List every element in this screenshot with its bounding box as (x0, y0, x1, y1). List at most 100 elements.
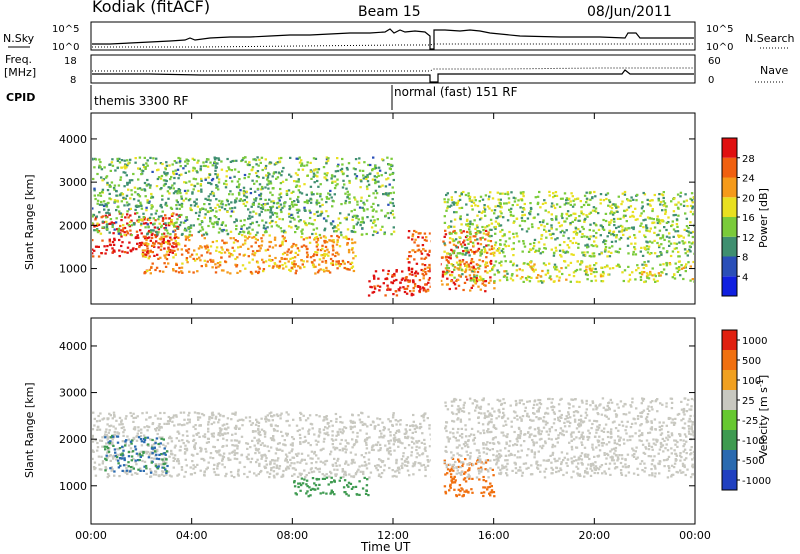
power-echo-cell (196, 182, 199, 185)
power-echo-cell (157, 231, 160, 234)
power-echo-cell (646, 198, 649, 201)
power-echo-cell (481, 225, 484, 229)
power-echo-cell (178, 207, 181, 210)
velocity-echo-cell (323, 432, 326, 435)
power-echo-cell (409, 255, 413, 258)
velocity-echo-cell (198, 435, 201, 438)
power-echo-cell (311, 263, 315, 267)
power-echo-cell (316, 179, 319, 183)
power-echo-cell (237, 170, 240, 173)
velocity-echo-cell (417, 461, 420, 465)
velocity-echo-cell (196, 412, 199, 415)
power-echo-cell (505, 276, 509, 279)
power-echo-cell (478, 210, 481, 213)
power-echo-cell (242, 192, 246, 195)
power-echo-cell (554, 238, 557, 241)
power-echo-cell (127, 216, 130, 219)
power-echo-cell (289, 220, 292, 223)
velocity-echo-cell (324, 460, 327, 463)
power-echo-cell (621, 228, 624, 231)
power-echo-cell (148, 236, 151, 239)
power-echo-cell (297, 200, 300, 203)
power-echo-cell (175, 245, 178, 248)
power-echo-cell (622, 233, 625, 236)
velocity-echo-cell (407, 461, 410, 464)
power-echo-cell (657, 244, 661, 247)
power-echo-cell (141, 251, 145, 254)
station-title: Kodiak (fitACF) (92, 0, 210, 16)
velocity-echo-cell (157, 465, 160, 468)
power-echo-cell (146, 245, 149, 248)
power-echo-cell (126, 210, 129, 213)
power-echo-cell (300, 159, 303, 162)
velocity-echo-cell (291, 442, 294, 445)
power-echo-cell (533, 263, 536, 266)
velocity-echo-cell (145, 418, 148, 421)
velocity-echo-cell (275, 413, 279, 416)
power-echo-cell (92, 222, 94, 225)
power-echo-cell (282, 267, 285, 270)
power-echo-cell (290, 266, 293, 269)
power-echo-cell (217, 178, 221, 181)
power-echo-cell (345, 216, 348, 219)
velocity-echo-cell (290, 462, 293, 465)
velocity-echo-cell (374, 425, 377, 428)
power-echo-cell (612, 234, 616, 237)
power-echo-cell (264, 158, 267, 161)
power-echo-cell (541, 202, 545, 205)
power-echo-cell (274, 244, 277, 247)
power-echo-cell (223, 208, 227, 211)
power-echo-cell (234, 263, 237, 266)
power-echo-cell (529, 202, 532, 205)
power-echo-cell (467, 251, 470, 254)
velocity-echo-cell (100, 468, 103, 471)
velocity-echo-cell (146, 425, 149, 428)
power-echo-cell (323, 249, 327, 253)
power-echo-cell (331, 180, 334, 183)
power-echo-cell (242, 186, 246, 189)
power-echo-cell (184, 219, 187, 222)
power-echo-cell (95, 224, 98, 227)
velocity-echo-cell (130, 473, 134, 476)
power-echo-cell (610, 251, 613, 254)
power-echo-cell (610, 219, 613, 222)
power-echo-cell (454, 287, 458, 290)
velocity-echo-cell (350, 462, 353, 465)
velocity-echo-cell (205, 450, 208, 453)
power-echo-cell (552, 280, 556, 283)
power-echo-cell (447, 198, 450, 201)
velocity-echo-cell (244, 416, 248, 419)
velocity-echo-cell (123, 428, 126, 432)
velocity-echo-cell (313, 433, 316, 436)
power-echo-cell (569, 203, 572, 206)
power-echo-cell (489, 252, 493, 255)
power-echo-cell (232, 210, 235, 213)
power-echo-cell (467, 194, 470, 198)
velocity-echo-cell (293, 462, 296, 465)
power-echo-cell (530, 207, 533, 210)
velocity-echo-cell (224, 432, 227, 435)
power-echo-cell (206, 165, 210, 168)
velocity-echo-cell (107, 431, 110, 434)
velocity-echo-cell (317, 440, 320, 443)
power-echo-cell (239, 198, 242, 201)
power-echo-cell (456, 252, 460, 255)
power-echo-cell (111, 223, 114, 226)
power-echo-cell (203, 259, 206, 262)
power-echo-cell (572, 275, 576, 278)
power-echo-cell (249, 211, 252, 214)
velocity-echo-cell (326, 431, 329, 434)
velocity-echo-cell (222, 452, 226, 455)
power-echo-cell (477, 247, 481, 250)
power-echo-cell (155, 157, 158, 160)
power-echo-cell (316, 171, 319, 174)
velocity-echo-cell (281, 434, 284, 438)
power-echo-cell (272, 265, 275, 268)
power-echo-cell (384, 294, 387, 297)
power-echo-cell (257, 224, 261, 227)
power-echo-cell (108, 163, 111, 166)
power-echo-cell (460, 206, 464, 209)
power-echo-cell (414, 285, 417, 288)
power-echo-cell (275, 215, 279, 218)
power-echo-cell (142, 222, 146, 225)
